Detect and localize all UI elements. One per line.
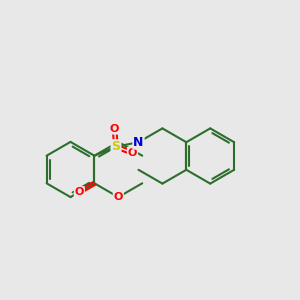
Text: O: O bbox=[110, 124, 119, 134]
Text: O: O bbox=[75, 187, 84, 197]
Text: N: N bbox=[133, 136, 144, 149]
Text: O: O bbox=[128, 148, 137, 158]
Text: S: S bbox=[112, 140, 121, 153]
Text: O: O bbox=[114, 192, 123, 202]
